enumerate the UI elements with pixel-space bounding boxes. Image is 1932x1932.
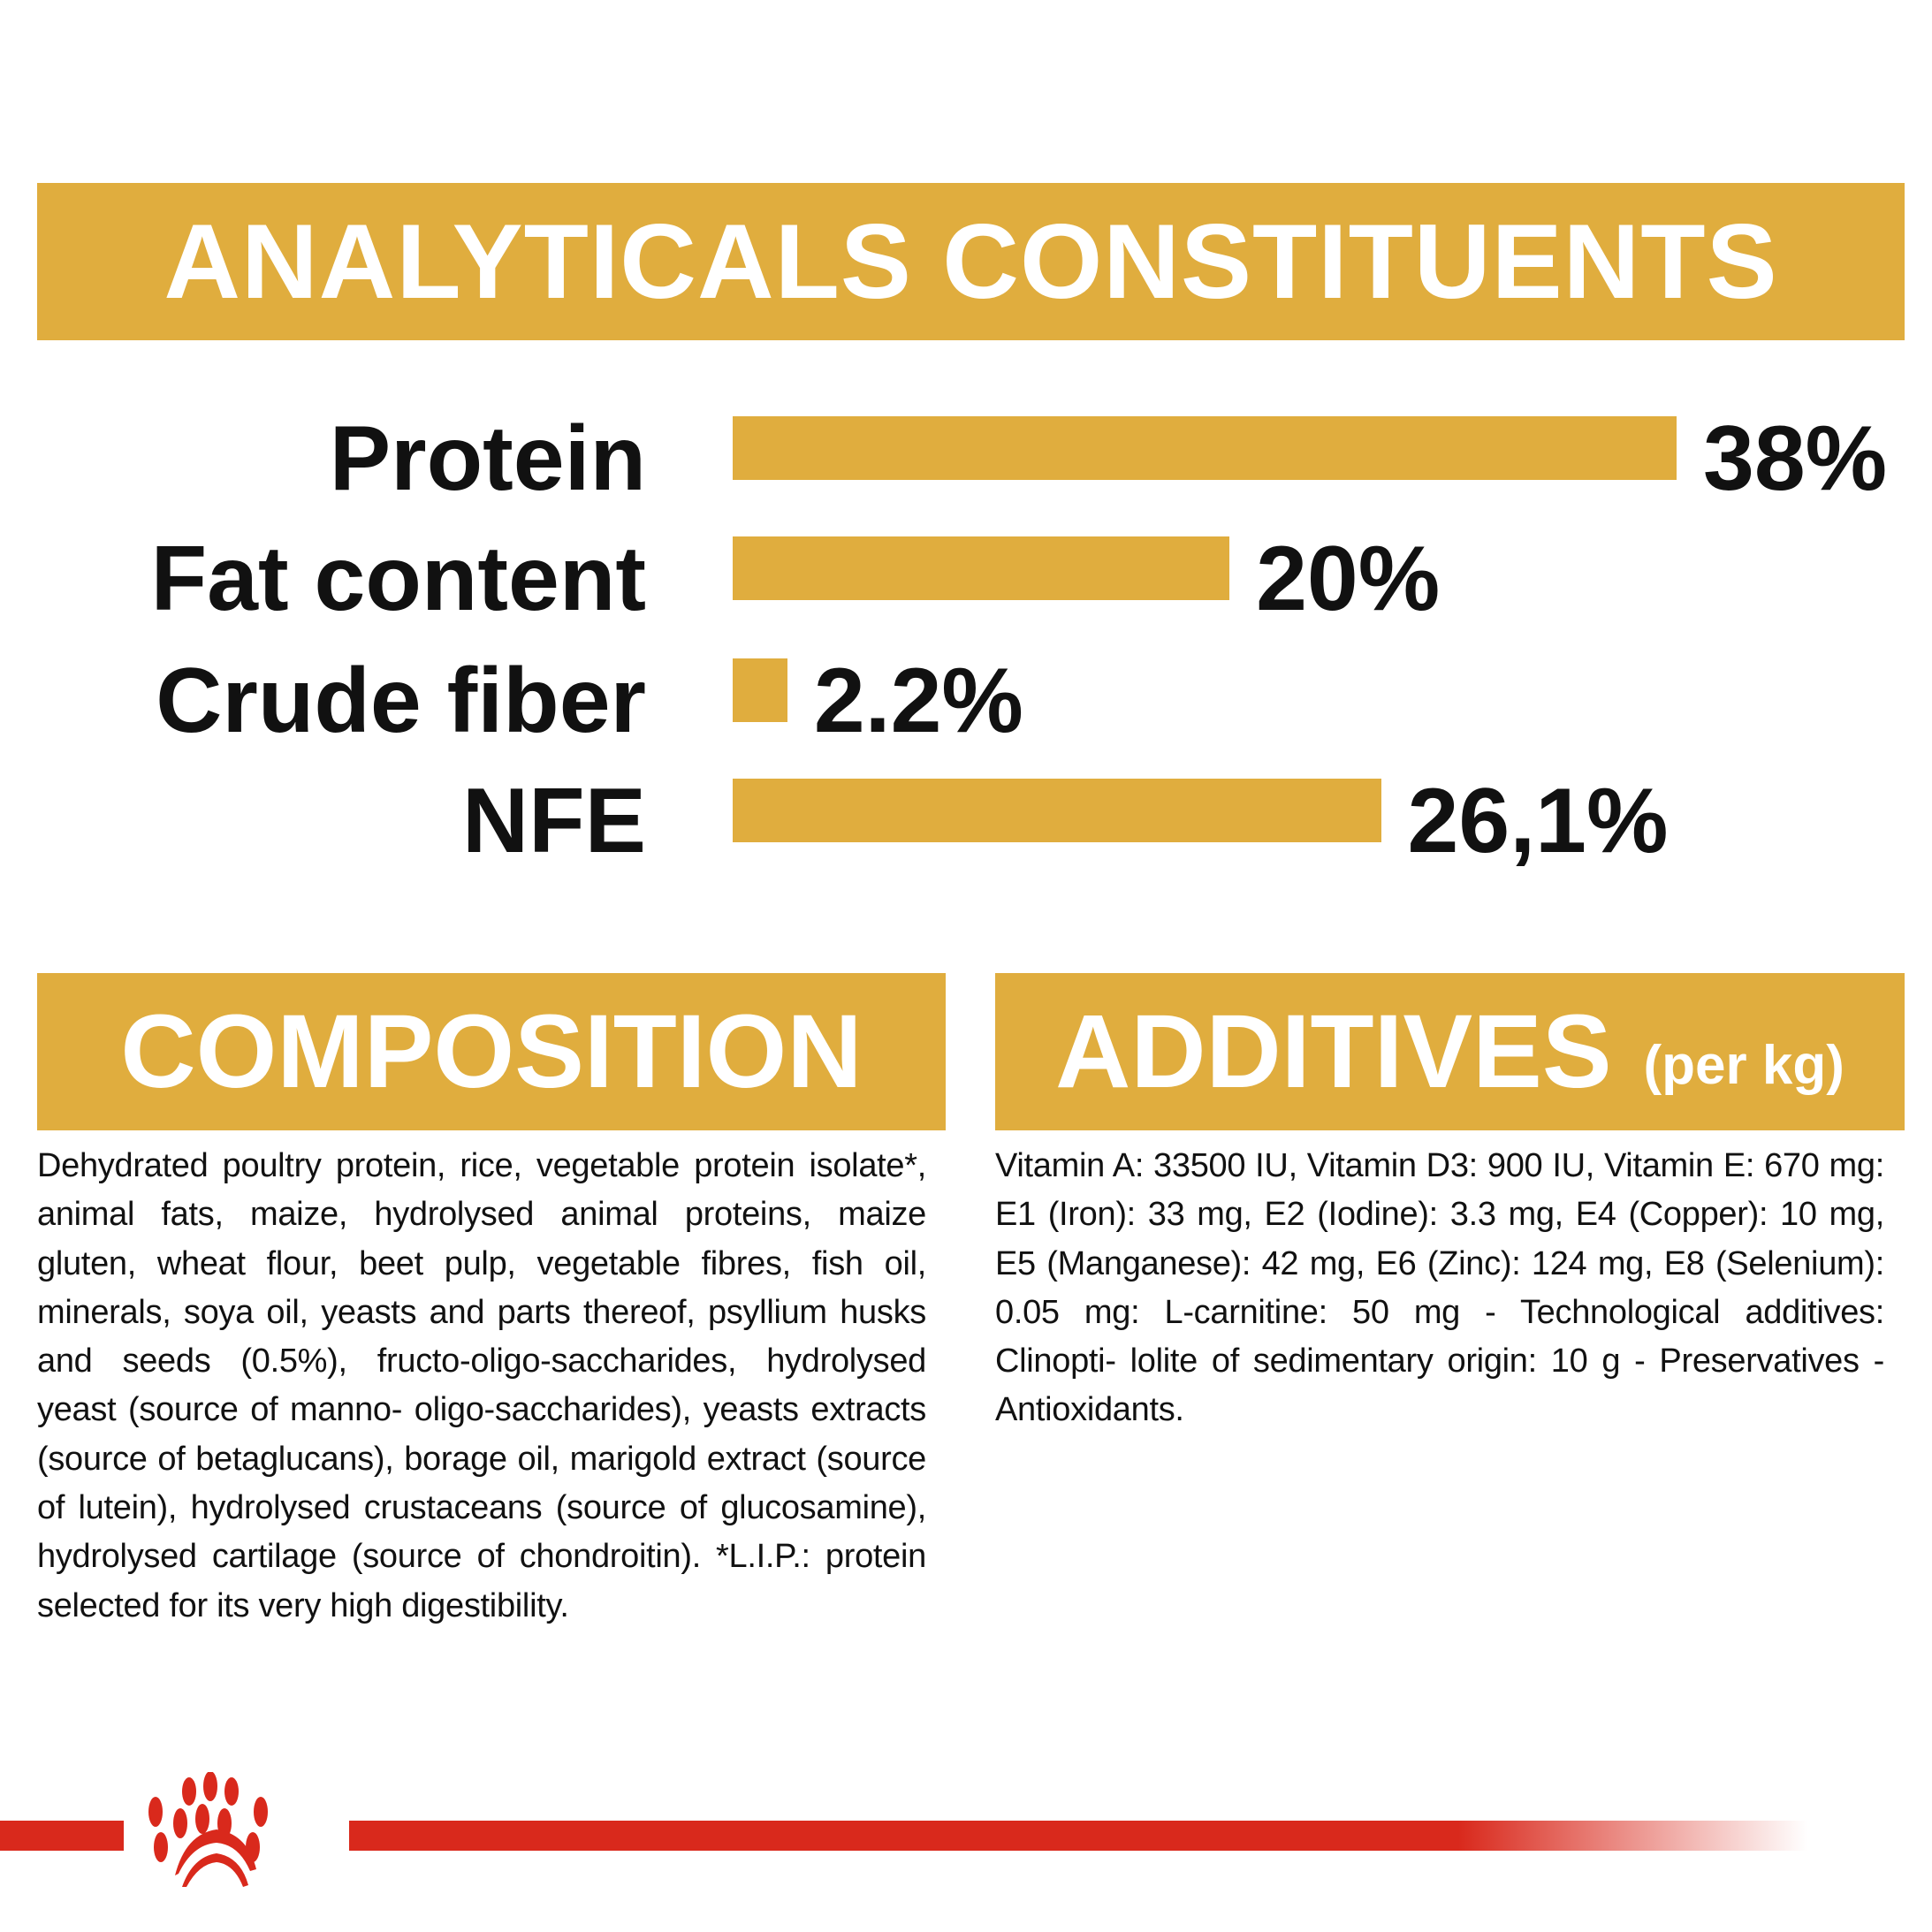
constituent-value: 26,1%: [1407, 770, 1669, 872]
additives-subtitle: (per kg): [1643, 1034, 1845, 1096]
constituent-bar: [733, 779, 1381, 842]
constituent-label: Protein: [329, 407, 646, 510]
composition-header: COMPOSITION: [37, 973, 946, 1130]
constituent-label: Crude fiber: [156, 650, 646, 752]
additives-text: Vitamin A: 33500 IU, Vitamin D3: 900 IU,…: [995, 1147, 1884, 1429]
constituent-value: 38%: [1703, 407, 1888, 510]
constituent-bar: [733, 658, 787, 722]
additives-header: ADDITIVES (per kg): [995, 973, 1905, 1130]
analytical-title: ANALYTICALS CONSTITUENTS: [164, 202, 1778, 321]
constituent-bar: [733, 536, 1230, 600]
composition-title: COMPOSITION: [120, 993, 863, 1110]
constituent-label: Fat content: [150, 528, 646, 630]
constituent-value: 2.2%: [813, 650, 1023, 752]
analytical-constituents-header: ANALYTICALS CONSTITUENTS: [37, 183, 1905, 340]
additives-title: ADDITIVES: [1055, 993, 1612, 1110]
constituent-bar: [733, 416, 1677, 480]
constituent-label: NFE: [462, 770, 646, 872]
royal-canin-crown-icon: [124, 1771, 349, 1887]
constituent-value: 20%: [1256, 528, 1441, 630]
composition-text: Dehydrated poultry protein, rice, vegeta…: [37, 1147, 926, 1624]
